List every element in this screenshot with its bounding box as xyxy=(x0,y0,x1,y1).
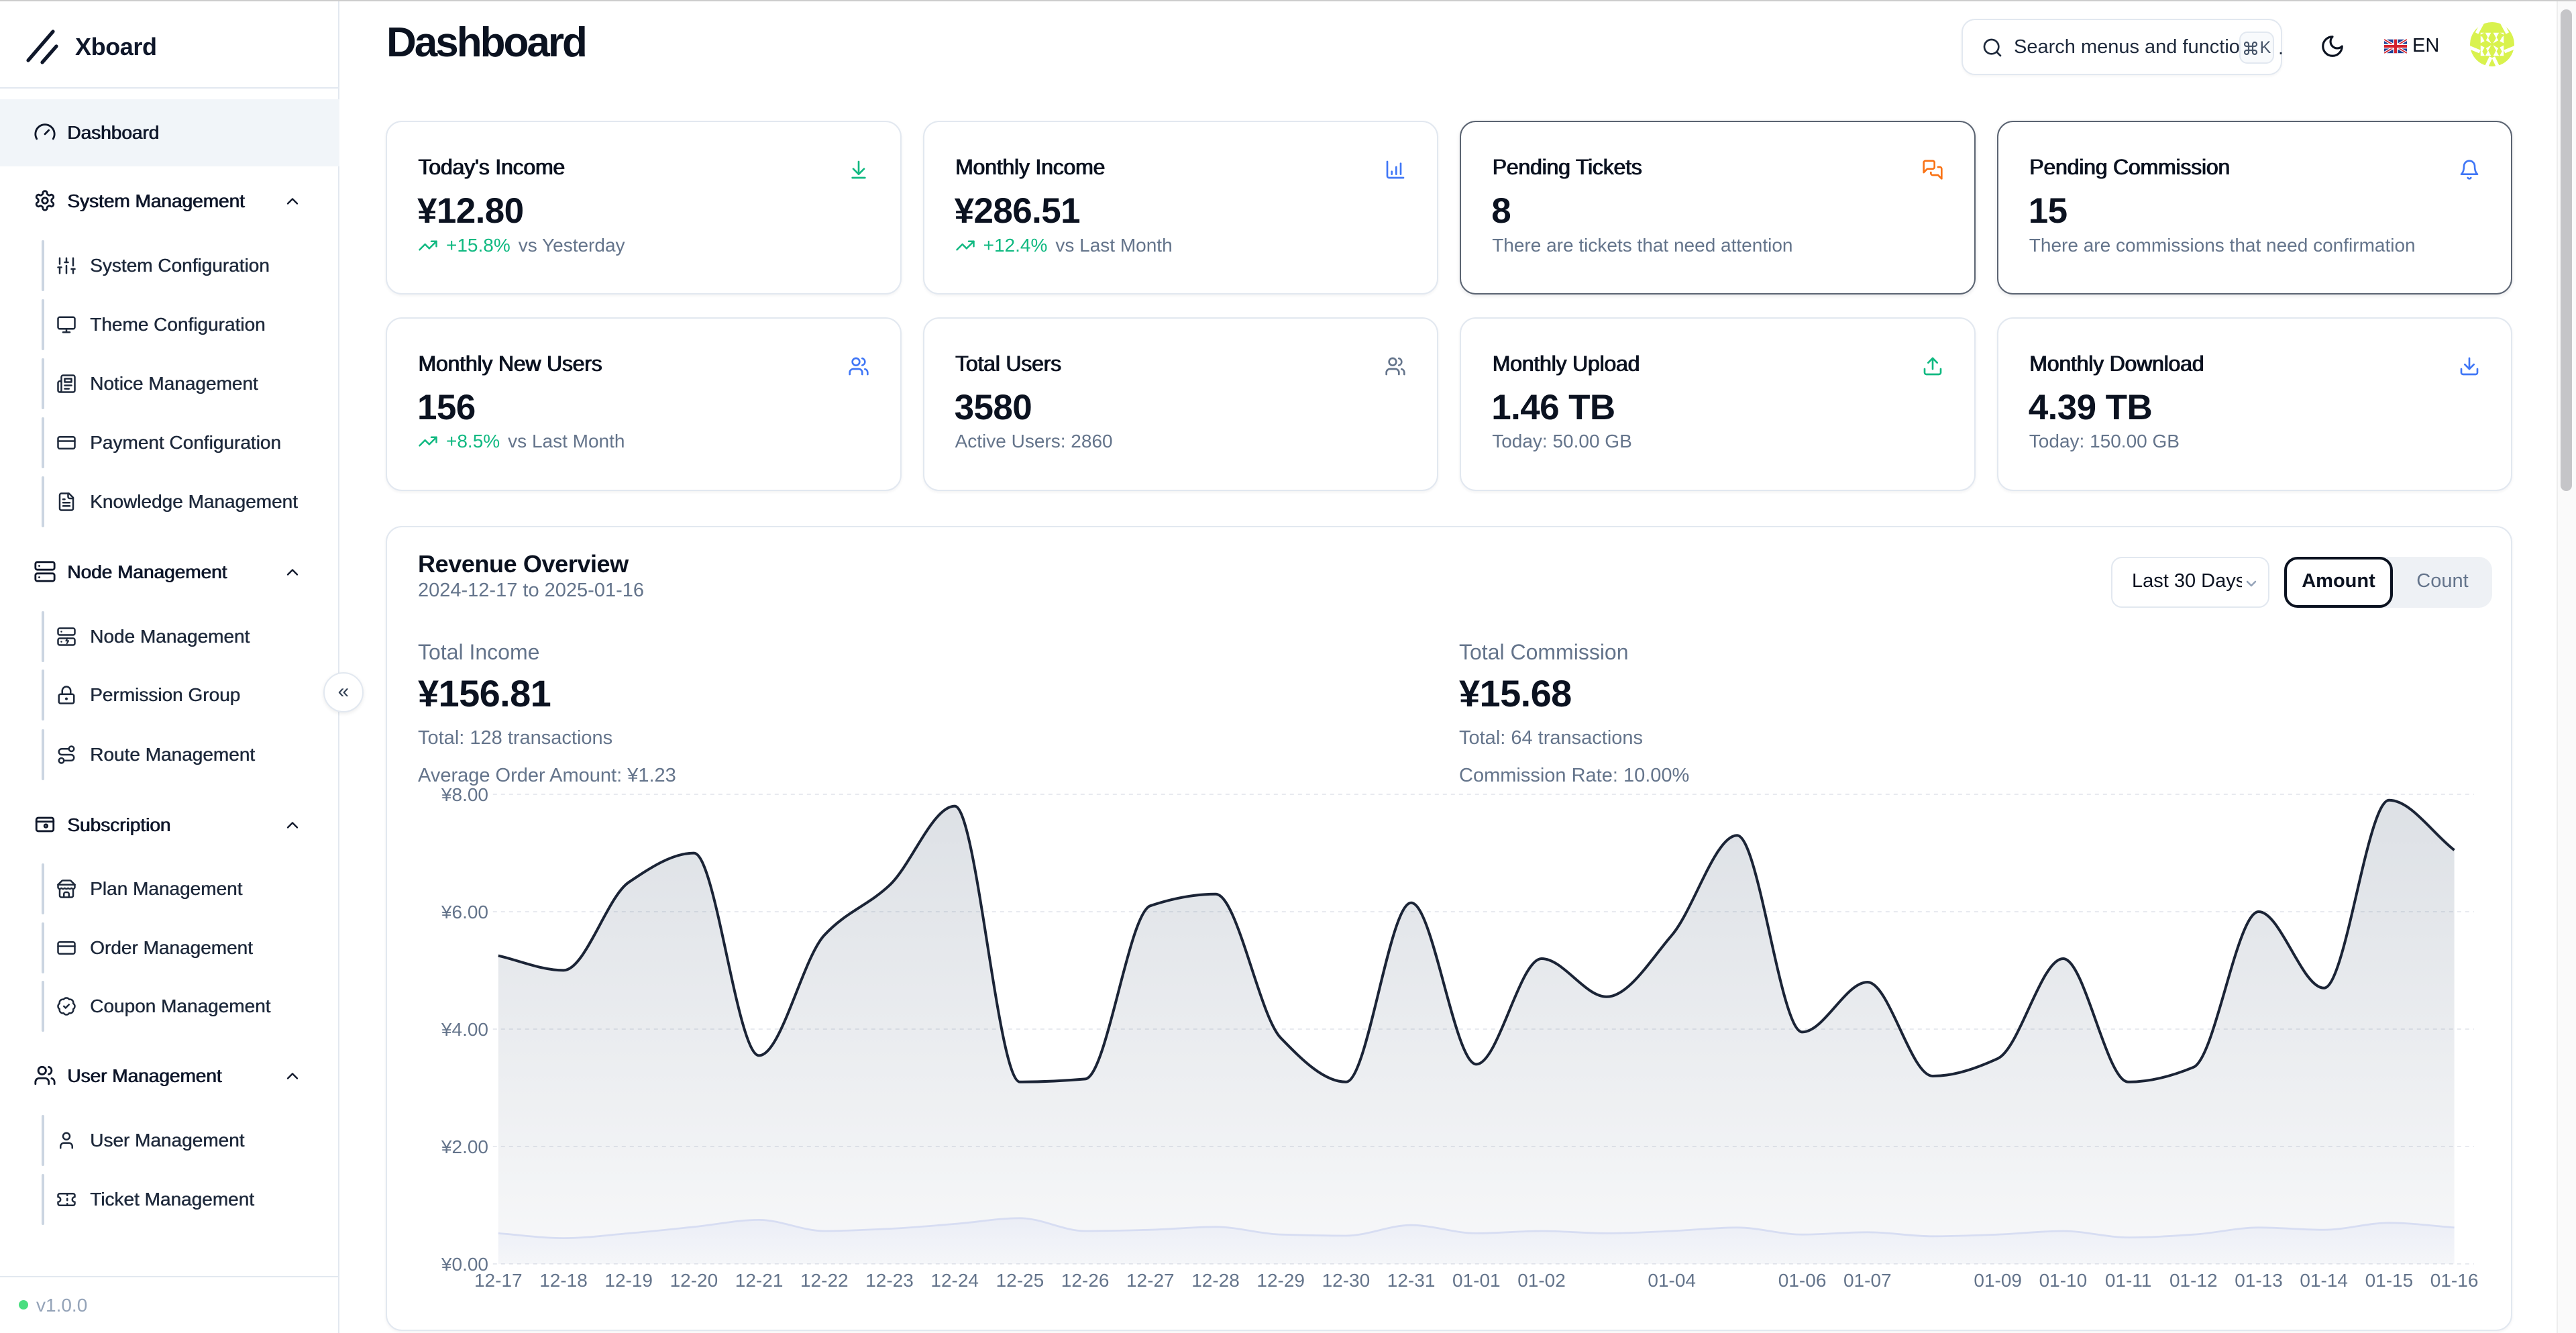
svg-text:01-16: 01-16 xyxy=(2430,1270,2479,1291)
svg-text:12-20: 12-20 xyxy=(670,1270,718,1291)
svg-text:01-11: 01-11 xyxy=(2105,1270,2152,1291)
svg-text:01-12: 01-12 xyxy=(2169,1270,2218,1291)
svg-text:12-27: 12-27 xyxy=(1126,1270,1175,1291)
svg-text:¥8.00: ¥8.00 xyxy=(441,784,488,805)
svg-text:12-23: 12-23 xyxy=(865,1270,914,1291)
svg-text:12-21: 12-21 xyxy=(735,1270,784,1291)
svg-text:01-09: 01-09 xyxy=(1974,1270,2022,1291)
svg-text:¥0.00: ¥0.00 xyxy=(441,1254,488,1275)
svg-text:12-31: 12-31 xyxy=(1387,1270,1436,1291)
svg-text:¥6.00: ¥6.00 xyxy=(441,902,488,922)
svg-text:12-26: 12-26 xyxy=(1061,1270,1110,1291)
svg-text:01-07: 01-07 xyxy=(1843,1270,1892,1291)
svg-text:12-18: 12-18 xyxy=(539,1270,588,1291)
svg-text:01-14: 01-14 xyxy=(2300,1270,2348,1291)
svg-text:12-22: 12-22 xyxy=(800,1270,849,1291)
svg-text:12-29: 12-29 xyxy=(1256,1270,1305,1291)
svg-text:12-17: 12-17 xyxy=(474,1270,523,1291)
svg-text:01-13: 01-13 xyxy=(2235,1270,2283,1291)
svg-text:01-10: 01-10 xyxy=(2039,1270,2088,1291)
svg-text:12-24: 12-24 xyxy=(930,1270,979,1291)
svg-text:01-02: 01-02 xyxy=(1517,1270,1566,1291)
svg-text:01-01: 01-01 xyxy=(1452,1270,1501,1291)
svg-text:01-06: 01-06 xyxy=(1778,1270,1827,1291)
svg-text:12-19: 12-19 xyxy=(604,1270,653,1291)
svg-text:01-15: 01-15 xyxy=(2365,1270,2414,1291)
svg-text:¥4.00: ¥4.00 xyxy=(441,1019,488,1040)
svg-text:12-30: 12-30 xyxy=(1322,1270,1371,1291)
svg-text:¥2.00: ¥2.00 xyxy=(441,1136,488,1157)
svg-text:01-04: 01-04 xyxy=(1648,1270,1696,1291)
svg-text:12-28: 12-28 xyxy=(1191,1270,1240,1291)
svg-text:12-25: 12-25 xyxy=(996,1270,1044,1291)
